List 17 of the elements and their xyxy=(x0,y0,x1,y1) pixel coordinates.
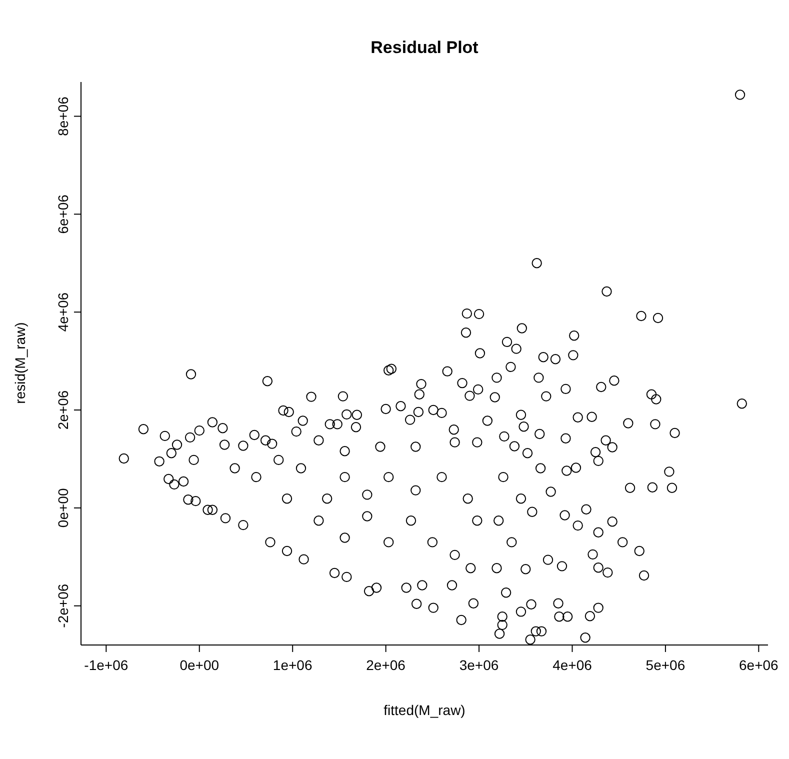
y-tick-label: -2e+06 xyxy=(55,584,71,628)
chart-title: Residual Plot xyxy=(370,38,480,58)
y-axis-title: resid(M_raw) xyxy=(12,322,28,404)
x-tick-label: -1e+06 xyxy=(84,657,128,673)
x-tick-label: 1e+06 xyxy=(272,657,312,673)
y-tick-label: 6e+06 xyxy=(55,194,71,234)
x-tick-label: 5e+06 xyxy=(646,657,686,673)
x-tick-label: 0e+00 xyxy=(180,657,220,673)
x-tick-label: 4e+06 xyxy=(552,657,592,673)
x-tick-label: 3e+06 xyxy=(459,657,499,673)
y-tick-label: 4e+06 xyxy=(55,292,71,332)
y-tick-label: 2e+06 xyxy=(55,390,71,430)
y-tick-label: 8e+06 xyxy=(55,96,71,136)
y-tick-label: 0e+00 xyxy=(55,488,71,528)
x-tick-label: 6e+06 xyxy=(739,657,779,673)
x-tick-label: 2e+06 xyxy=(366,657,406,673)
x-axis-title: fitted(M_raw) xyxy=(382,702,466,718)
